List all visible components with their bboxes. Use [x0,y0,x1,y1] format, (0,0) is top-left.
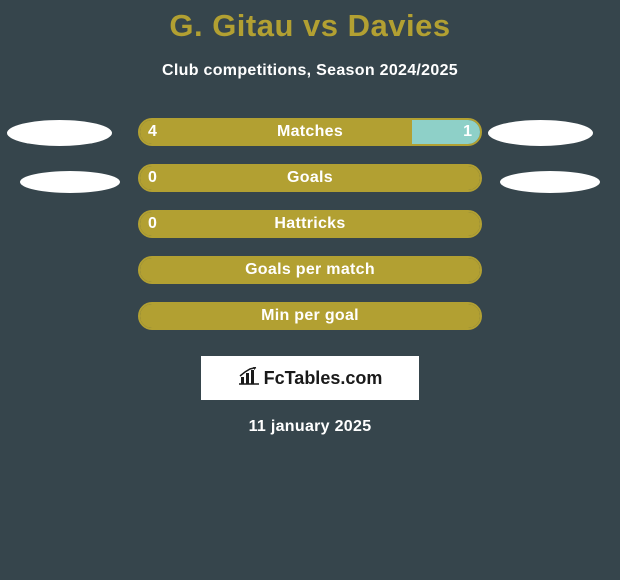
stat-row: Matches41 [0,118,620,164]
team-badge-right [500,171,600,193]
team-badge-left [7,120,112,146]
bar-left-fill [140,304,480,328]
date-label: 11 january 2025 [0,418,620,436]
bar-track [138,210,482,238]
bar-track [138,302,482,330]
comparison-rows: Matches41Goals0Hattricks0Goals per match… [0,118,620,348]
stat-row: Goals per match [0,256,620,302]
stat-row: Goals0 [0,164,620,210]
team-badge-right [488,120,593,146]
bar-left-fill [140,258,480,282]
bar-track [138,256,482,284]
team-badge-left [20,171,120,193]
bar-left-fill [140,120,412,144]
bar-right-fill [412,120,480,144]
player-1-name: G. Gitau [169,8,294,43]
bar-left-fill [140,166,480,190]
player-2-name: Davies [348,8,451,43]
logo: FcTables.com [238,367,383,390]
logo-box: FcTables.com [201,356,419,400]
subtitle: Club competitions, Season 2024/2025 [0,62,620,80]
logo-chart-icon [238,367,260,390]
bar-track [138,118,482,146]
stat-row: Min per goal [0,302,620,348]
bar-left-fill [140,212,480,236]
bar-track [138,164,482,192]
logo-text: FcTables.com [264,368,383,389]
stat-row: Hattricks0 [0,210,620,256]
page-title: G. Gitau vs Davies [0,0,620,44]
vs-sep: vs [294,8,348,43]
